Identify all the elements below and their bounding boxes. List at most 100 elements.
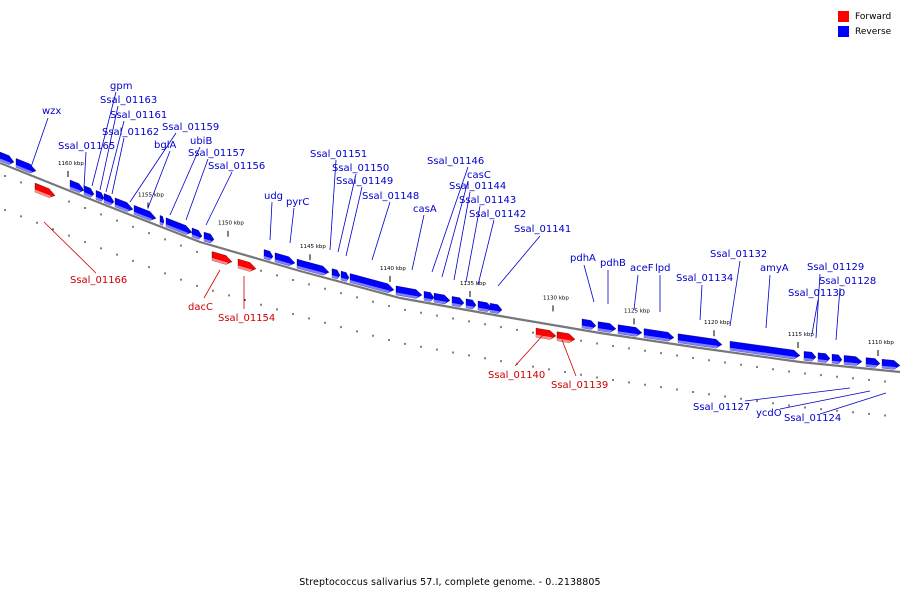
reverse-gene-arrow xyxy=(0,151,15,165)
gene-label: Ssal_01156 xyxy=(208,161,265,172)
leader-line xyxy=(129,132,177,203)
gene-label: Ssal_01154 xyxy=(218,313,275,324)
gene-shade xyxy=(818,359,828,363)
reverse-gene-arrow xyxy=(831,354,843,365)
reverse-gene-arrow xyxy=(103,193,115,206)
leader-line xyxy=(105,120,125,193)
gene-label: Ssal_01141 xyxy=(514,224,571,235)
reverse-gene-arrow xyxy=(114,197,134,212)
gene-shade xyxy=(644,335,671,342)
leader-line xyxy=(729,260,741,327)
gene-label: Ssal_01159 xyxy=(162,122,219,133)
forward-gene-arrow xyxy=(211,251,233,265)
gene-shade xyxy=(490,309,500,314)
reverse-gene-arrow xyxy=(83,185,95,198)
gene-shade xyxy=(204,238,212,244)
leader-line xyxy=(269,201,273,241)
reverse-gene-arrow xyxy=(395,285,423,299)
gene-label: Ssal_01148 xyxy=(362,191,419,202)
forward-gene-arrow xyxy=(556,331,576,343)
gene-label: amyA xyxy=(760,263,789,274)
leader-line xyxy=(289,207,295,244)
reverse-gene-arrow xyxy=(133,205,157,221)
gene-shade xyxy=(192,234,200,240)
reverse-gene-arrow xyxy=(597,321,617,333)
reverse-gene-arrow xyxy=(451,296,465,307)
leader-line xyxy=(29,117,49,171)
gene-label: lpd xyxy=(655,263,670,274)
gene-shade xyxy=(332,275,339,280)
gene-shade xyxy=(84,192,92,198)
gene-shade xyxy=(166,224,189,235)
leader-line xyxy=(815,273,821,339)
leader-line xyxy=(345,186,363,257)
gene-shade xyxy=(104,200,112,206)
legend: Forward Reverse xyxy=(838,9,891,39)
reverse-gene-arrow xyxy=(191,227,203,240)
gene-shade xyxy=(115,204,130,212)
leader-line xyxy=(765,274,771,329)
leader-line xyxy=(169,146,201,216)
reverse-gene-arrow xyxy=(489,303,503,314)
gene-label: Ssal_01144 xyxy=(449,181,506,192)
gene-label: pyrC xyxy=(286,197,309,208)
gene-label: ycdO xyxy=(756,408,782,419)
gene-label: Ssal_01151 xyxy=(310,149,367,160)
gene-label: Ssal_01143 xyxy=(459,195,516,206)
gene-shade xyxy=(844,361,859,366)
leader-line xyxy=(561,339,577,377)
leader-line xyxy=(203,269,221,299)
leader-line xyxy=(329,159,337,251)
forward-gene-arrow xyxy=(34,182,56,198)
gene-shade xyxy=(16,164,33,173)
gene-shade xyxy=(264,256,272,261)
legend-item-forward: Forward xyxy=(838,9,891,24)
reverse-gene-arrow xyxy=(803,351,817,362)
leader-line xyxy=(779,390,871,410)
gene-shade xyxy=(350,280,391,293)
gene-label: casA xyxy=(413,204,437,215)
gene-label: bglA xyxy=(154,140,176,151)
scale-label: 1135 kbp xyxy=(460,281,486,287)
leader-line xyxy=(371,201,391,261)
gene-label: Ssal_01130 xyxy=(788,288,845,299)
scale-label: 1110 kbp xyxy=(868,340,894,346)
gene-shade xyxy=(832,360,840,364)
scale-label: 1125 kbp xyxy=(624,308,650,314)
gene-label: Ssal_01142 xyxy=(469,209,526,220)
reverse-gene-arrow xyxy=(465,298,477,310)
leader-line xyxy=(583,264,595,303)
legend-reverse-label: Reverse xyxy=(855,26,892,37)
reverse-gene-arrow xyxy=(69,179,85,193)
gene-shade xyxy=(866,364,878,368)
gene-label: aceF xyxy=(630,263,654,274)
reverse-gene-arrow xyxy=(843,355,863,366)
gene-label: gpm xyxy=(110,81,132,92)
gene-shade xyxy=(35,189,52,198)
reverse-gene-arrow xyxy=(331,268,341,280)
legend-item-reverse: Reverse xyxy=(838,24,891,39)
leader-line xyxy=(477,219,495,286)
gene-shade xyxy=(212,257,229,265)
gene-label: udg xyxy=(264,191,283,202)
leader-line xyxy=(431,166,469,273)
reverse-gene-arrow xyxy=(340,270,350,282)
gene-shade xyxy=(134,211,153,221)
gene-label: Ssal_01161 xyxy=(110,110,167,121)
gene-label: Ssal_01157 xyxy=(188,148,245,159)
gene-shade xyxy=(557,338,572,343)
leader-line xyxy=(497,235,541,287)
gene-shade xyxy=(238,265,253,272)
forward-gene-arrow xyxy=(535,327,557,340)
leader-line xyxy=(633,274,639,311)
leader-line xyxy=(835,287,841,341)
gene-shade xyxy=(598,328,613,333)
leader-line xyxy=(514,333,545,367)
leader-line xyxy=(819,392,887,415)
reverse-gene-arrow xyxy=(159,215,165,226)
forward-swatch xyxy=(838,11,849,22)
reverse-gene-arrow xyxy=(881,359,900,370)
scale-label: 1160 kbp xyxy=(58,161,84,167)
